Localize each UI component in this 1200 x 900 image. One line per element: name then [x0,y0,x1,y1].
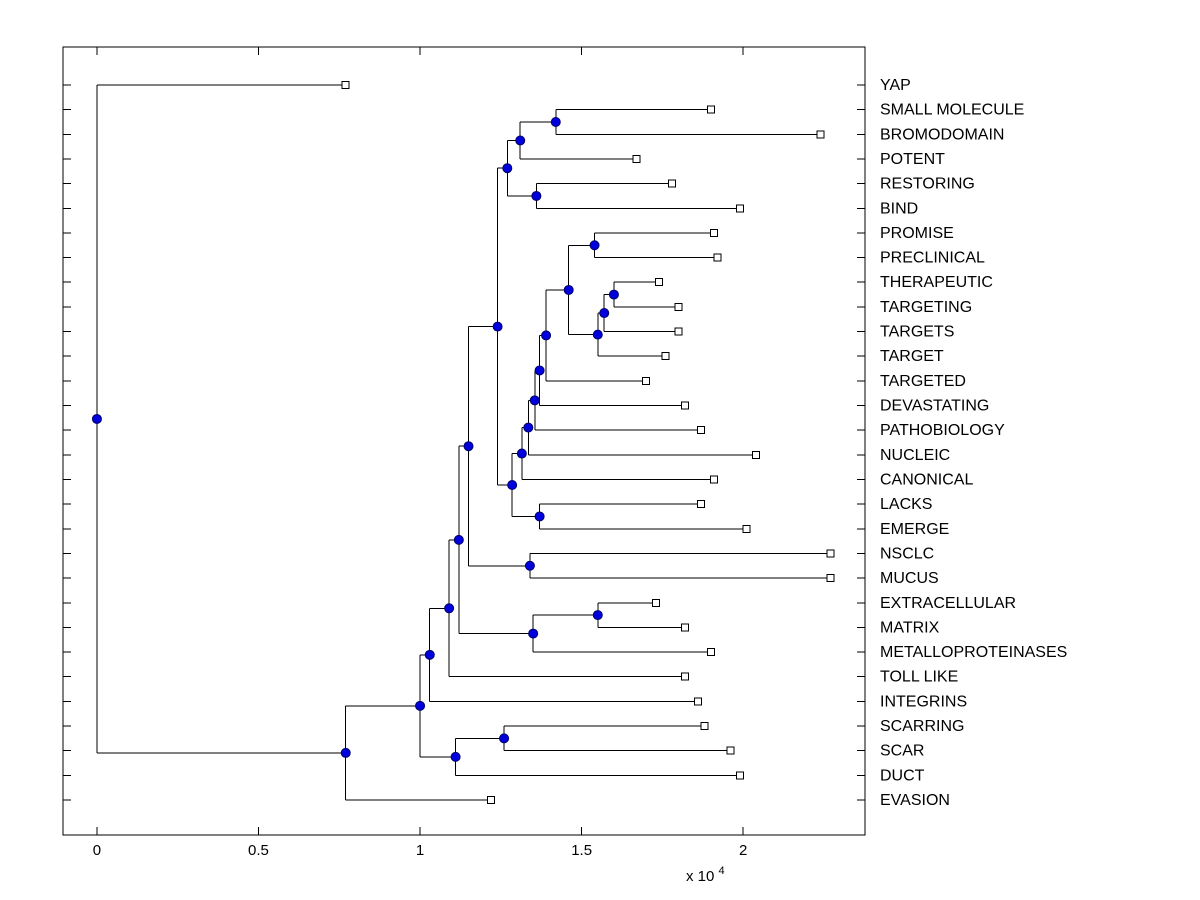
leaf-marker-integrins[interactable] [693,697,702,706]
leaf-label-targeting: TARGETING [880,299,972,316]
leaf-marker-restoring[interactable] [668,179,677,188]
internal-node-marker[interactable] [450,751,461,762]
axes-box [62,46,866,836]
internal-node-marker[interactable] [534,365,545,376]
internal-node-marker[interactable] [515,135,526,146]
root-node-marker[interactable] [91,413,102,424]
leaf-label-scarring: SCARRING [880,718,964,735]
leaf-label-nucleic: NUCLEIC [880,447,950,464]
x-tick-label: 1.5 [571,842,592,859]
leaf-label-promise: PROMISE [880,225,954,242]
leaf-label-small-molecule: SMALL MOLECULE [880,102,1024,119]
internal-node-marker[interactable] [340,747,351,758]
leaf-marker-small-molecule[interactable] [706,105,715,114]
leaf-marker-mucus[interactable] [826,574,835,583]
leaf-marker-potent[interactable] [632,154,641,163]
internal-node-marker[interactable] [507,479,518,490]
leaf-label-bind: BIND [880,200,918,217]
leaf-marker-targets[interactable] [674,327,683,336]
leaf-marker-emerge[interactable] [742,524,751,533]
leaf-marker-nsclc[interactable] [826,549,835,558]
leaf-marker-bind[interactable] [735,204,744,213]
leaf-label-restoring: RESTORING [880,176,975,193]
leaf-label-canonical: CANONICAL [880,471,973,488]
leaf-label-yap: YAP [880,77,911,94]
leaf-label-targets: TARGETS [880,324,954,341]
leaf-label-lacks: LACKS [880,496,932,513]
internal-node-marker[interactable] [492,321,503,332]
leaf-marker-evasion[interactable] [487,796,496,804]
leaf-marker-targeted[interactable] [642,376,651,385]
internal-node-marker[interactable] [528,628,539,639]
x-axis-multiplier-label: x 10 4 [686,865,725,885]
leaf-label-extracellular: EXTRACELLULAR [880,595,1016,612]
leaf-marker-targeting[interactable] [674,302,683,311]
internal-node-marker[interactable] [415,700,426,711]
leaf-label-bromodomain: BROMODOMAIN [880,126,1004,143]
leaf-label-evasion: EVASION [880,792,950,809]
x-tick-label: 2 [739,842,747,859]
leaf-label-mucus: MUCUS [880,570,939,587]
internal-node-marker[interactable] [516,448,527,459]
internal-node-marker[interactable] [531,190,542,201]
leaf-label-nsclc: NSCLC [880,545,934,562]
leaf-marker-duct[interactable] [735,771,744,780]
x-tick-label: 0.5 [248,842,269,859]
internal-node-marker[interactable] [550,116,561,127]
internal-node-marker[interactable] [523,422,534,433]
leaf-label-metalloproteinases: METALLOPROTEINASES [880,644,1067,661]
internal-node-marker[interactable] [463,441,474,452]
leaf-marker-devastating[interactable] [681,401,690,410]
leaf-label-devastating: DEVASTATING [880,398,989,415]
leaf-label-duct: DUCT [880,767,925,784]
leaf-marker-preclinical[interactable] [713,253,722,262]
leaf-label-emerge: EMERGE [880,521,949,538]
leaf-marker-yap[interactable] [341,81,350,89]
internal-node-marker[interactable] [444,603,455,614]
internal-node-marker[interactable] [524,560,535,571]
leaf-marker-toll-like[interactable] [681,672,690,681]
internal-node-marker[interactable] [499,733,510,744]
leaf-label-pathobiology: PATHOBIOLOGY [880,422,1005,439]
internal-node-marker[interactable] [529,395,540,406]
internal-node-marker[interactable] [589,240,600,251]
leaf-label-toll-like: TOLL LIKE [880,669,958,686]
x-tick-label: 0 [93,842,101,859]
leaf-label-targeted: TARGETED [880,373,966,390]
internal-node-marker[interactable] [592,610,603,621]
internal-node-marker[interactable] [541,330,552,341]
internal-node-marker[interactable] [424,649,435,660]
leaf-marker-lacks[interactable] [697,500,706,509]
leaf-marker-bromodomain[interactable] [816,130,825,139]
internal-node-marker[interactable] [592,329,603,340]
leaf-marker-scar[interactable] [726,746,735,755]
leaf-label-matrix: MATRIX [880,619,940,636]
leaf-label-integrins: INTEGRINS [880,693,967,710]
internal-node-marker[interactable] [608,289,619,300]
leaf-marker-promise[interactable] [710,228,719,237]
leaf-marker-nucleic[interactable] [752,450,761,459]
leaf-marker-canonical[interactable] [710,475,719,484]
internal-node-marker[interactable] [502,163,513,174]
internal-node-marker[interactable] [534,511,545,522]
leaf-label-scar: SCAR [880,743,924,760]
leaf-marker-scarring[interactable] [700,722,709,731]
leaf-label-potent: POTENT [880,151,945,168]
leaf-marker-metalloproteinases[interactable] [706,648,715,657]
x-tick-label: 1 [416,842,424,859]
leaf-marker-matrix[interactable] [681,623,690,632]
leaf-label-therapeutic: THERAPEUTIC [880,274,993,291]
internal-node-marker[interactable] [453,534,464,545]
leaf-marker-therapeutic[interactable] [655,278,664,287]
internal-node-marker[interactable] [563,284,574,295]
internal-node-marker[interactable] [599,308,610,319]
leaf-label-target: TARGET [880,348,944,365]
leaf-label-preclinical: PRECLINICAL [880,250,985,267]
leaf-marker-extracellular[interactable] [651,598,660,607]
leaf-marker-pathobiology[interactable] [697,426,706,435]
leaf-marker-target[interactable] [661,352,670,361]
